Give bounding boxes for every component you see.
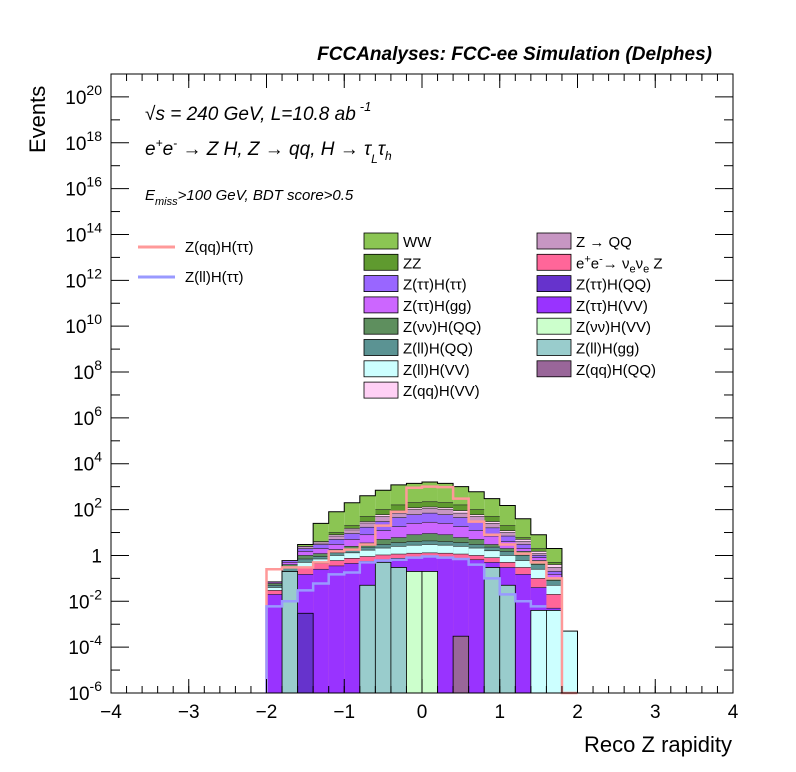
bin-z-h-vv-4 (406, 571, 423, 694)
bin-z-h-qq-10 (297, 612, 314, 694)
annotation-cuts: Emiss>100 GeV, BDT score>0.5 (145, 187, 354, 208)
bin-z-qq-h-qq-11 (452, 635, 470, 694)
bar-z-h-vv-13 (468, 559, 485, 693)
y-tick-label: 10-6 (68, 678, 102, 705)
bar-z-h-vv-3 (313, 569, 329, 693)
bin-z-ll-h-gg-7 (499, 584, 516, 694)
y-tick-label: 102 (73, 495, 102, 522)
legend-label: Z(νν)H(VV) (576, 319, 651, 336)
x-tick-label: 3 (650, 702, 661, 723)
bin-z-ll-h-gg-2 (374, 561, 392, 694)
legend-label: Z(ττ)H(VV) (576, 298, 648, 315)
legend-swatch-z-h-vv (536, 317, 572, 335)
bar-z-h-vv-4 (328, 565, 345, 693)
x-tick-label: −3 (178, 702, 200, 723)
legend-swatch-ww (363, 232, 399, 250)
y-tick-label: 10-4 (68, 632, 102, 659)
legend-label: Z(νν)H(QQ) (403, 319, 481, 336)
legend-swatch-z-qq-h-vv (363, 381, 399, 399)
legend-swatch-z-qq-h-qq (536, 360, 572, 378)
legend-swatch-z-qq (536, 232, 572, 250)
legend-label: Z(ττ)H(QQ) (576, 277, 651, 294)
legend-swatch-zz (363, 253, 399, 271)
annotation-energy: √s = 240 GeV, L=10.8 ab -1 (145, 99, 371, 125)
legend-swatch-z-h-gg (363, 296, 399, 314)
y-tick-label: 1020 (65, 82, 102, 109)
x-tick-label: 1 (494, 702, 505, 723)
overlay-histograms (281, 561, 563, 694)
y-tick-label: 1 (91, 546, 102, 567)
legend-label: Z(qq)H(ττ) (185, 239, 254, 256)
legend-label: Z(ll)H(VV) (403, 362, 470, 379)
line-z-qq-h (265, 485, 578, 695)
legend-swatch-z-ll-h-qq (363, 339, 399, 356)
y-axis-label: Events (25, 86, 50, 153)
legend-label: ZZ (403, 255, 421, 272)
legend-swatch-z-ll-h-gg (536, 339, 572, 356)
axis-ticks: −4 −3 −2 −1 0 1 2 3 4 1020 1018 1016 1014 1012 1010 108… (65, 73, 739, 723)
legend-swatch-z-h (363, 275, 399, 293)
bar-z-h-vv-16 (515, 574, 531, 693)
bin-z-ll-h-vv-8 (530, 610, 547, 694)
bin-z-ll-h-gg-3 (390, 567, 407, 694)
legend: Z(qq)H(ττ) Z(ll)H(ττ) WW ZZ Z(ττ)H(ττ) Z(ττ)H… (138, 232, 663, 400)
y-tick-label: 1018 (65, 128, 102, 155)
legend-label: e+e-→ νeνe Z (576, 253, 663, 275)
sqrt-sign: √ (145, 104, 156, 125)
x-tick-label: 0 (417, 702, 428, 723)
legend-label: Z(qq)H(QQ) (576, 362, 656, 379)
signal-lines (265, 485, 578, 695)
bin-z-ll-h-vv-9 (546, 610, 563, 694)
legend-swatch-z-h-qq (536, 275, 572, 293)
bin-z-ll-h-gg-6 (483, 567, 501, 694)
bin-z-ll-h-gg-0 (281, 571, 298, 694)
line-z-ll-h (265, 555, 547, 693)
legend-label: Z(ll)H(QQ) (403, 341, 473, 358)
x-tick-label: 4 (728, 702, 739, 723)
legend-label: Z(ττ)H(gg) (403, 298, 472, 315)
legend-swatch-z-h-vv (536, 296, 572, 314)
legend-label: Z → QQ (576, 234, 632, 251)
legend-label: Z(qq)H(VV) (403, 383, 480, 400)
legend-label: Z(ll)H(gg) (576, 341, 639, 358)
bar-z-h-vv-11 (437, 557, 454, 693)
y-tick-label: 108 (73, 357, 102, 384)
stack-outline (266, 481, 578, 693)
y-tick-label: 1014 (65, 220, 102, 247)
legend-swatch-z-h-qq (363, 317, 399, 335)
x-axis-label: Reco Z rapidity (584, 732, 732, 757)
legend-label: Z(ττ)H(ττ) (403, 277, 467, 294)
y-tick-label: 106 (73, 403, 102, 430)
x-tick-label: −4 (100, 702, 122, 723)
x-tick-label: −1 (333, 702, 355, 723)
y-tick-label: 10-2 (68, 586, 102, 613)
legend-label: Z(ll)H(ττ) (185, 269, 244, 286)
legend-label: WW (403, 234, 432, 251)
bar-z-h-vv-0 (266, 594, 283, 693)
bar-z-ll-h-vv-19 (561, 631, 578, 693)
x-tick-label: −2 (256, 702, 278, 723)
y-tick-label: 1016 (65, 174, 102, 201)
bin-z-h-vv-5 (421, 571, 438, 694)
legend-swatch-e-e-e-e-z (536, 253, 572, 271)
legend-swatch-z-ll-h-vv (363, 360, 399, 378)
annotation-process: e+e- → Z H, Z → qq, H → τLτh (145, 136, 392, 166)
y-tick-label: 104 (73, 449, 102, 476)
bar-z-h-vv-5 (344, 563, 360, 693)
chart-title: FCCAnalyses: FCC-ee Simulation (Delphes) (317, 44, 712, 65)
bin-z-ll-h-gg-1 (359, 584, 376, 694)
y-tick-label: 1010 (65, 311, 102, 338)
y-tick-label: 1012 (65, 265, 102, 292)
x-tick-label: 2 (572, 702, 583, 723)
